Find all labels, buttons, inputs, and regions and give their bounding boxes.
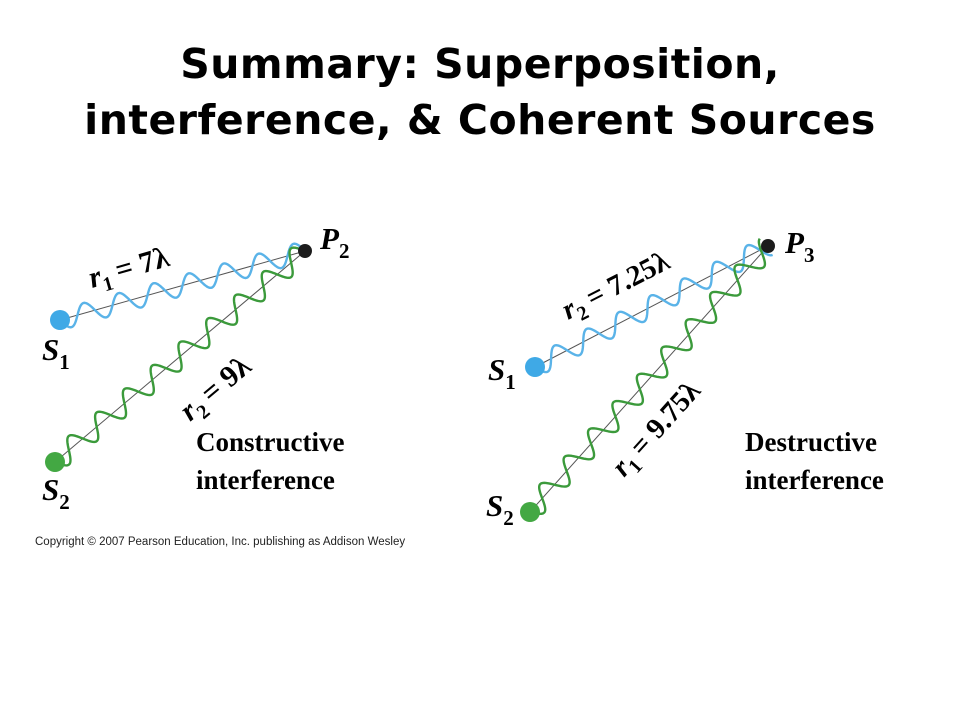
- right-source-s2-dot: [520, 502, 540, 522]
- left-path1-label: r1= 7λ: [85, 240, 175, 299]
- left-s2-label: S2: [42, 472, 70, 514]
- right-source-s1-dot: [525, 357, 545, 377]
- left-source-s2-dot: [45, 452, 65, 472]
- right-point-p3-dot: [761, 239, 775, 253]
- left-point-p2-dot: [298, 244, 312, 258]
- title-line-2: interference, & Coherent Sources: [84, 96, 876, 144]
- left-path2-label: r2= 9λ: [173, 349, 260, 431]
- right-path2-centerline: [529, 245, 769, 513]
- right-wave-s1: [534, 243, 774, 374]
- right-s2-label: S2: [486, 488, 514, 530]
- left-p2-label: P2: [319, 221, 349, 263]
- left-s1-label: S1: [42, 332, 70, 374]
- title-line-1: Summary: Superposition,: [180, 40, 780, 88]
- left-panel: S1 S2 P2 r1= 7λ r2= 9λ Constructive inte…: [42, 221, 351, 514]
- left-wave-s1: [59, 242, 306, 329]
- right-p3-label: P3: [784, 225, 814, 267]
- right-caption: Destructive interference: [745, 427, 884, 495]
- right-s1-label: S1: [488, 352, 516, 394]
- right-panel: S1 S2 P3 r2= 7.25λ r1= 9.75λ Destructive…: [486, 225, 884, 530]
- copyright-notice: Copyright © 2007 Pearson Education, Inc.…: [35, 536, 406, 548]
- right-path2-label: r1= 9.75λ: [605, 374, 711, 486]
- right-wave-s2: [529, 238, 767, 516]
- left-source-s1-dot: [50, 310, 70, 330]
- right-path1-centerline: [534, 245, 769, 368]
- left-caption: Constructive interference: [196, 427, 351, 495]
- left-wave-s2: [54, 246, 306, 467]
- slide-title: Summary: Superposition, interference, & …: [0, 36, 960, 148]
